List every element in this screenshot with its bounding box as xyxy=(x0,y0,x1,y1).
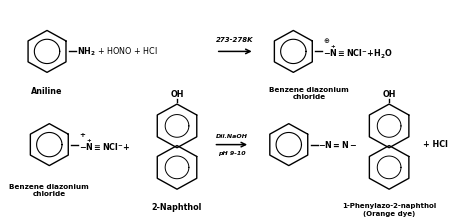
Text: Aniline: Aniline xyxy=(31,86,63,95)
Text: $\bf{-N{=}N-}$: $\bf{-N{=}N-}$ xyxy=(319,139,358,150)
Text: 273-278K: 273-278K xyxy=(217,37,254,43)
Text: + HCl: + HCl xyxy=(423,140,448,149)
Text: $\oplus$: $\oplus$ xyxy=(323,36,330,45)
Text: OH: OH xyxy=(383,90,396,99)
Text: pH 9-10: pH 9-10 xyxy=(218,151,246,156)
Text: $\bf{+}$: $\bf{+}$ xyxy=(79,132,86,139)
Text: Benzene diazonium
chloride: Benzene diazonium chloride xyxy=(269,86,349,100)
Text: 2-Naphthol: 2-Naphthol xyxy=(152,204,202,212)
Text: Dil.NaOH: Dil.NaOH xyxy=(216,134,248,139)
Text: Benzene diazonium
chloride: Benzene diazonium chloride xyxy=(9,184,89,197)
Text: OH: OH xyxy=(170,90,184,99)
Text: $\bf{-\overset{+}{N}{\equiv}NCl^{-}}$$\bf{ +}$: $\bf{-\overset{+}{N}{\equiv}NCl^{-}}$$\b… xyxy=(79,136,130,153)
Text: 1-Phenylazo-2-naphthol
(Orange dye): 1-Phenylazo-2-naphthol (Orange dye) xyxy=(342,204,436,217)
Text: $\bf{NH_2}$ + HONO + HCl: $\bf{NH_2}$ + HONO + HCl xyxy=(77,45,157,58)
Text: $\bf{-\overset{+}{N}{\equiv}NCl^{-}}$$\bf{ + H_2O}$: $\bf{-\overset{+}{N}{\equiv}NCl^{-}}$$\b… xyxy=(323,42,392,61)
